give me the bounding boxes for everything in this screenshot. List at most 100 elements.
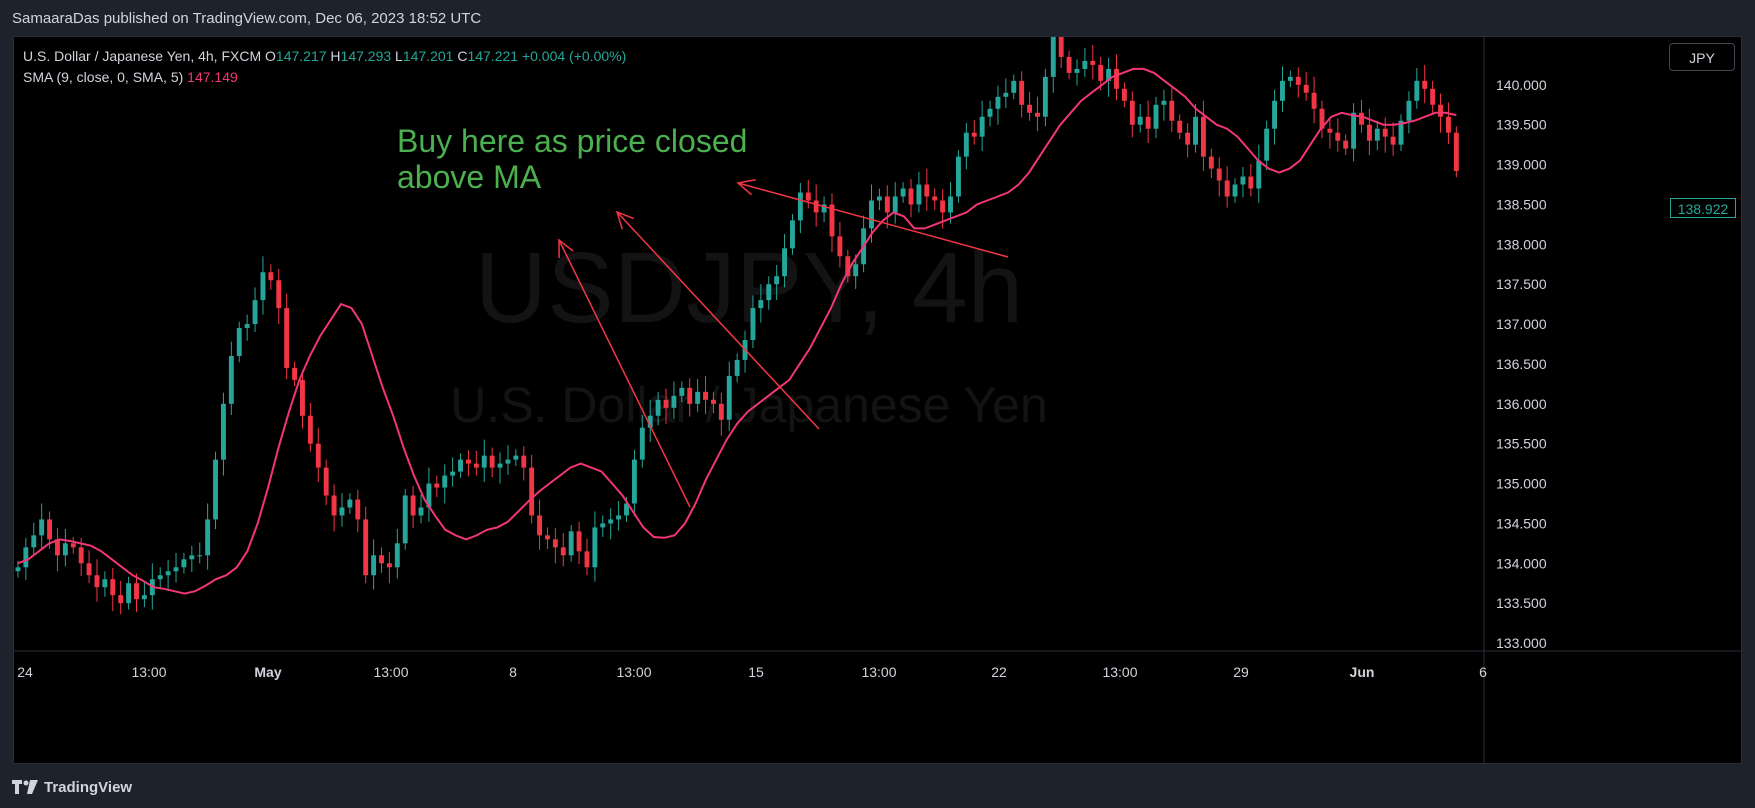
- candle-body: [1422, 80, 1428, 89]
- candle-body: [15, 567, 21, 572]
- candle-body: [1224, 180, 1230, 197]
- annotation-line-1: Buy here as price closed: [397, 123, 748, 159]
- candle-body: [70, 543, 76, 548]
- candle-body: [853, 264, 859, 277]
- candle-body: [1366, 124, 1372, 141]
- candle-body: [1208, 156, 1214, 169]
- legend-symbol[interactable]: U.S. Dollar / Japanese Yen, 4h, FXCM: [23, 48, 262, 64]
- candle-body: [410, 495, 416, 516]
- tradingview-logo-icon[interactable]: [12, 780, 38, 794]
- candle-body: [181, 559, 187, 568]
- candle-body: [1311, 92, 1317, 109]
- legend-sma-label[interactable]: SMA (9, close, 0, SMA, 5): [23, 69, 184, 85]
- candle-body: [1185, 132, 1191, 145]
- candle-body: [260, 272, 266, 301]
- y-tick-label: 139.500: [1496, 117, 1547, 133]
- candle-body: [797, 192, 803, 221]
- x-tick-label: 22: [991, 664, 1007, 680]
- candle-body: [307, 415, 313, 444]
- x-tick-label: 6: [1479, 664, 1487, 680]
- candle-body: [671, 395, 677, 408]
- candle-body: [932, 196, 938, 201]
- candle-body: [782, 248, 788, 277]
- watermark-line-1: USDJPY, 4h: [475, 232, 1023, 344]
- candle-body: [489, 455, 495, 468]
- candle-body: [655, 399, 661, 416]
- legend-o-label: O: [265, 48, 276, 64]
- y-tick-label: 133.500: [1496, 595, 1547, 611]
- candle-body: [355, 499, 361, 520]
- candle-body: [916, 184, 922, 205]
- candle-body: [592, 527, 598, 568]
- candle-body: [1193, 116, 1198, 145]
- legend-c-label: C: [457, 48, 468, 64]
- candle-body: [118, 595, 124, 604]
- candle-body: [134, 583, 139, 600]
- candle-body: [552, 539, 558, 548]
- legend-sma-value: 147.149: [187, 69, 238, 85]
- legend-sma-row: SMA (9, close, 0, SMA, 5) 147.149: [23, 67, 626, 88]
- candle-body: [78, 547, 84, 564]
- candle-body: [1129, 100, 1135, 125]
- legend-high: 147.293: [340, 48, 392, 64]
- candle-body: [900, 188, 906, 197]
- candlestick-chart[interactable]: USDJPY, 4h U.S. Dollar / Japanese Yen 133.…: [14, 37, 1741, 763]
- candle-body: [537, 515, 543, 536]
- candle-body: [908, 188, 914, 205]
- candle-body: [39, 519, 45, 536]
- candle-body: [426, 483, 432, 508]
- candle-body: [639, 427, 645, 460]
- x-tick-label: 24: [17, 664, 33, 680]
- y-tick-label: 140.000: [1496, 77, 1547, 93]
- candle-body: [110, 579, 116, 596]
- footer: TradingView: [12, 776, 132, 798]
- candle-body: [1019, 80, 1025, 105]
- candle-body: [1082, 60, 1088, 69]
- candle-body: [1240, 176, 1246, 185]
- candle-body: [513, 455, 519, 460]
- candle-body: [758, 300, 764, 309]
- candle-body: [1398, 120, 1404, 145]
- x-tick-label: 29: [1233, 664, 1249, 680]
- x-tick-label: Jun: [1350, 664, 1375, 680]
- candle-body: [568, 531, 574, 556]
- candle-body: [979, 116, 985, 137]
- x-tick-label: 8: [509, 664, 517, 680]
- candle-body: [616, 515, 622, 520]
- annotation-line-2: above MA: [397, 159, 542, 195]
- candle-body: [1169, 100, 1175, 121]
- candle-body: [837, 236, 843, 257]
- legend-change: +0.004 (+0.00%): [521, 48, 627, 64]
- candle-body: [695, 391, 701, 404]
- candle-body: [1438, 104, 1443, 117]
- candle-body: [386, 563, 392, 568]
- arrow-3-head: [736, 178, 756, 196]
- candle-body: [521, 455, 527, 468]
- arrow-2: [616, 211, 820, 430]
- candle-body: [94, 575, 100, 588]
- candle-body: [1050, 37, 1056, 77]
- arrow-2-head: [615, 210, 635, 230]
- y-tick-label: 137.500: [1496, 276, 1547, 292]
- candle-body: [1453, 132, 1459, 171]
- currency-button[interactable]: JPY: [1669, 43, 1735, 71]
- candle-body: [718, 403, 724, 420]
- candle-body: [173, 567, 179, 572]
- candle-body: [284, 308, 290, 368]
- candle-body: [102, 579, 108, 588]
- candle-body: [1280, 80, 1285, 101]
- candle-body: [402, 495, 408, 544]
- candle-body: [236, 328, 242, 356]
- chart-frame[interactable]: USDJPY, 4h U.S. Dollar / Japanese Yen 133.…: [13, 36, 1742, 764]
- candle-body: [157, 575, 163, 580]
- candle-body: [141, 595, 147, 600]
- candle-body: [1121, 88, 1127, 101]
- candle-body: [790, 220, 795, 249]
- candle-body: [940, 200, 946, 213]
- y-tick-label: 134.500: [1496, 515, 1547, 531]
- candle-body: [845, 256, 851, 277]
- candle-body: [1374, 128, 1380, 141]
- footer-brand[interactable]: TradingView: [44, 778, 133, 796]
- candle-body: [418, 507, 424, 516]
- x-tick-label: 13:00: [861, 664, 896, 680]
